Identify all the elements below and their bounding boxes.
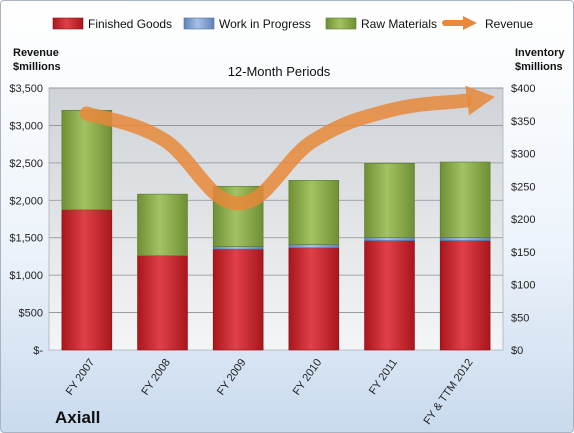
right-tick-label: $400	[511, 83, 535, 95]
plot-area	[48, 87, 504, 351]
right-tick-label: $200	[511, 214, 535, 226]
bar-raw-materials	[439, 161, 491, 238]
bar-raw-materials	[137, 193, 188, 256]
revenue-arrow-head	[465, 85, 495, 116]
company-name: Axiall	[55, 408, 100, 427]
bar-finished-goods	[137, 255, 188, 351]
legend-label-work-in-progress: Work in Progress	[219, 17, 311, 31]
bar-finished-goods	[439, 240, 491, 351]
left-axis-title-line1: Revenue	[13, 47, 59, 59]
right-tick-label: $250	[511, 181, 535, 193]
chart-title: 12-Month Periods	[228, 64, 331, 79]
bar-work-in-progress	[364, 237, 415, 241]
bar-finished-goods	[288, 247, 340, 351]
left-tick-label: $2,500	[9, 158, 43, 170]
left-tick-label: $1,500	[9, 233, 43, 245]
bar-raw-materials	[364, 163, 415, 238]
bar-work-in-progress	[288, 244, 340, 249]
legend-label-raw-materials: Raw Materials	[361, 17, 437, 31]
legend-swatch-finished-goods	[52, 17, 84, 30]
legend-label-finished-goods: Finished Goods	[88, 17, 172, 31]
x-tick-label: FY 2009	[215, 357, 249, 398]
bar-finished-goods	[364, 240, 415, 351]
legend-swatch-raw-materials	[325, 17, 357, 30]
right-axis-title-line1: Inventory	[515, 47, 565, 59]
right-tick-label: $150	[511, 247, 535, 259]
x-tick-label: FY & TTM 2012	[421, 357, 475, 427]
left-tick-label: $2,000	[9, 195, 43, 207]
legend: Finished Goods Work in Progress Raw Mate…	[52, 16, 533, 31]
bar-work-in-progress	[439, 237, 491, 241]
bar-work-in-progress	[212, 246, 264, 250]
right-tick-label: $300	[511, 149, 535, 161]
x-tick-label: FY 2011	[367, 357, 400, 397]
x-tick-label: FY 2010	[291, 357, 325, 398]
legend-label-revenue: Revenue	[485, 17, 533, 31]
right-tick-label: $0	[511, 345, 523, 357]
left-tick-label: $500	[19, 308, 43, 320]
left-tick-label: $1,000	[9, 270, 43, 282]
legend-arrow-revenue	[463, 16, 477, 30]
right-axis-ticks: $0 $50 $100 $150 $200 $250 $300 $350 $400	[511, 83, 535, 357]
revenue-line-layer	[79, 85, 495, 211]
bar-raw-materials	[288, 180, 340, 245]
bar-finished-goods	[212, 248, 264, 351]
right-tick-label: $50	[511, 312, 529, 324]
legend-swatch-work-in-progress	[183, 17, 215, 30]
revenue-line	[79, 93, 473, 211]
right-tick-label: $100	[511, 280, 535, 292]
x-tick-label: FY 2007	[64, 357, 98, 398]
right-tick-label: $350	[511, 116, 535, 128]
right-axis-title-line2: $millions	[515, 61, 563, 73]
left-axis-ticks: $- $500 $1,000 $1,500 $2,000 $2,500 $3,000 $3,5…	[9, 83, 43, 357]
gridlines	[49, 87, 503, 313]
left-axis-title-line2: $millions	[13, 61, 61, 73]
left-tick-label: $3,500	[9, 83, 43, 95]
bar-finished-goods	[61, 209, 113, 351]
x-axis-ticks: FY 2007 FY 2008 FY 2009 FY 2010 FY 2011 FY & …	[64, 357, 476, 427]
left-tick-label: $-	[33, 345, 43, 357]
left-tick-label: $3,000	[9, 120, 43, 132]
bar-raw-materials	[61, 109, 113, 211]
x-tick-label: FY 2008	[139, 357, 173, 398]
